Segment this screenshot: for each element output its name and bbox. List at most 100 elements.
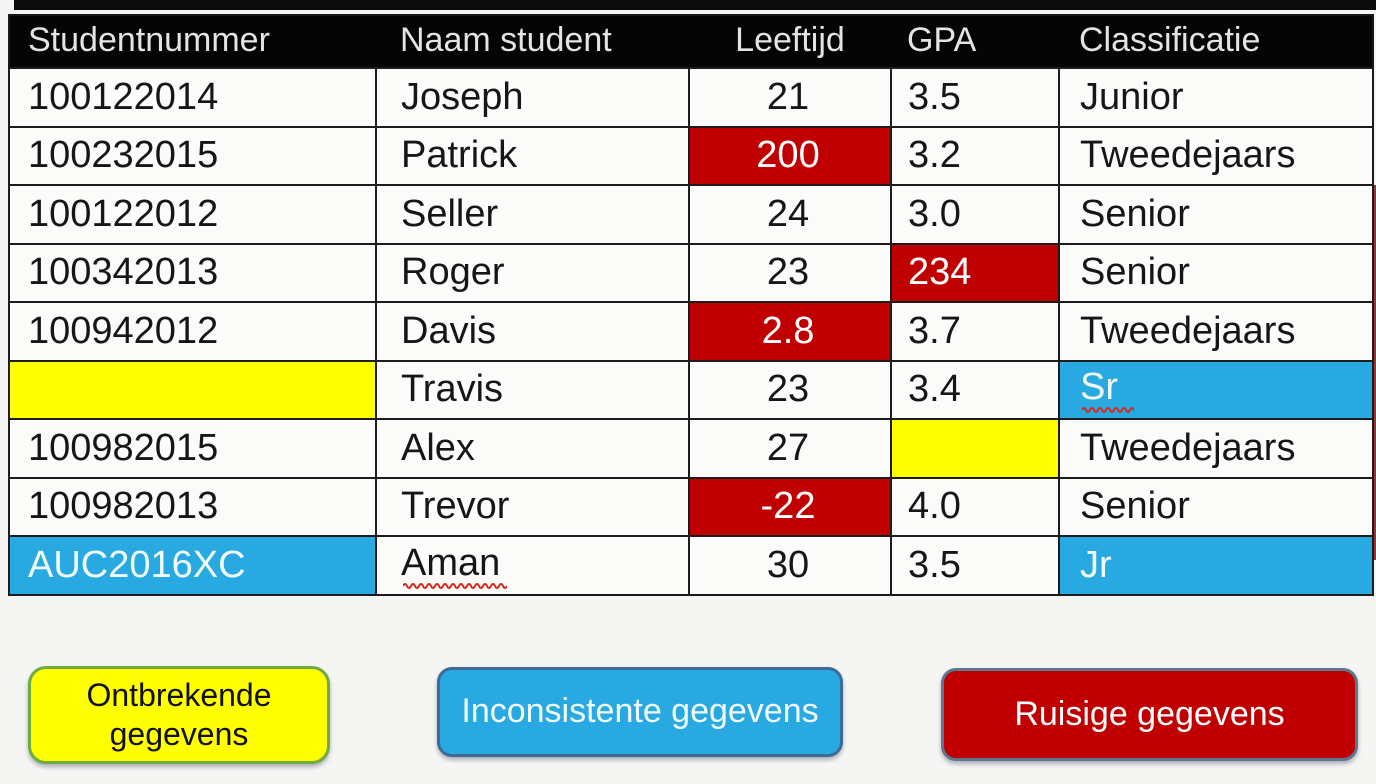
legend-inconsistent-data-button[interactable]: Inconsistente gegevens: [437, 667, 843, 757]
table-body: 100122014 Joseph 21 3.5 Junior 100232015 Patri…: [8, 67, 1374, 596]
legend-noisy-data-label: Ruisige gegevens: [1014, 694, 1285, 733]
cell-leeftijd-noisy: -22: [688, 476, 892, 537]
cell-leeftijd: 23: [688, 242, 892, 303]
cell-text: 24: [766, 192, 810, 235]
cell-text: 3.5: [908, 543, 961, 586]
table-row: 100982013 Trevor -22 4.0 Senior: [8, 476, 1374, 537]
cell-studentnummer-missing: [8, 359, 377, 420]
cell-classificatie: Tweedejaars: [1058, 301, 1374, 362]
table-row: Travis 23 3.4 Sr: [8, 359, 1374, 420]
cell-text: 23: [766, 251, 810, 294]
cell-text: Davis: [401, 309, 497, 352]
cell-text: Sr: [1080, 366, 1118, 409]
cell-text: Senior: [1080, 485, 1190, 528]
legend-noisy-data-button[interactable]: Ruisige gegevens: [941, 668, 1358, 761]
cell-gpa: 3.5: [890, 535, 1060, 596]
cell-text: Tweedejaars: [1080, 426, 1296, 469]
cell-text: 3.7: [908, 309, 961, 352]
cell-text: 23: [766, 368, 810, 411]
cell-classificatie: Senior: [1058, 184, 1374, 245]
cell-studentnummer: 100122012: [8, 184, 377, 245]
cell-text: Travis: [401, 368, 504, 411]
cell-text: 2.8: [761, 309, 815, 352]
cell-leeftijd: 24: [688, 184, 892, 245]
cell-text: 100982013: [28, 485, 219, 528]
legend-missing-data-label: Ontbrekende gegevens: [86, 676, 272, 752]
cell-studentnummer: 100122014: [8, 67, 377, 128]
cell-text: Roger: [401, 251, 505, 294]
cell-text: 27: [766, 426, 810, 469]
cell-classificatie-inconsistent: Jr: [1058, 535, 1374, 596]
cell-studentnummer: 100232015: [8, 125, 377, 186]
cell-studentnummer: 100982015: [8, 418, 377, 479]
table-header-row: Studentnummer Naam student Leeftijd GPA …: [9, 15, 1373, 68]
cell-text: 100122014: [28, 75, 219, 118]
legend-missing-data-button[interactable]: Ontbrekende gegevens: [28, 666, 330, 764]
cell-text: Joseph: [401, 75, 524, 118]
cell-text: Tweedejaars: [1080, 134, 1296, 177]
cell-text: 3.4: [908, 368, 961, 411]
cell-gpa: 3.0: [890, 184, 1060, 245]
cell-text: 100982015: [28, 426, 219, 469]
cell-text: 30: [766, 543, 810, 586]
cell-gpa: 3.7: [890, 301, 1060, 362]
cell-classificatie: Tweedejaars: [1058, 418, 1374, 479]
cell-gpa: 3.5: [890, 67, 1060, 128]
cell-naam-student: Patrick: [375, 125, 690, 186]
cell-gpa: 4.0: [890, 476, 1060, 537]
cell-classificatie: Tweedejaars: [1058, 125, 1374, 186]
column-header-studentnummer: Studentnummer: [9, 15, 376, 68]
cell-text: Seller: [401, 192, 499, 235]
cell-leeftijd-noisy: 2.8: [688, 301, 892, 362]
cell-text: Aman: [401, 541, 501, 584]
cell-leeftijd: 21: [688, 67, 892, 128]
cell-gpa: 3.4: [890, 359, 1060, 420]
cell-studentnummer: 100942012: [8, 301, 377, 362]
screen-top-bar: [14, 0, 1376, 10]
cell-text: Tweedejaars: [1080, 309, 1296, 352]
column-header-gpa: GPA: [891, 15, 1059, 68]
table-row: 100122014 Joseph 21 3.5 Junior: [8, 67, 1374, 128]
legend-inconsistent-data-label: Inconsistente gegevens: [461, 692, 819, 731]
cell-gpa-noisy: 234: [890, 242, 1060, 303]
table-row: 100232015 Patrick 200 3.2 Tweedejaars: [8, 125, 1374, 186]
cell-classificatie: Junior: [1058, 67, 1374, 128]
cell-text: Alex: [401, 426, 475, 469]
cell-leeftijd: 27: [688, 418, 892, 479]
cell-classificatie: Senior: [1058, 476, 1374, 537]
cell-text: 100342013: [28, 251, 219, 294]
cell-naam-student: Davis: [375, 301, 690, 362]
cell-gpa: 3.2: [890, 125, 1060, 186]
cell-leeftijd: 30: [688, 535, 892, 596]
cell-text: 4.0: [908, 485, 961, 528]
cell-naam-student: Alex: [375, 418, 690, 479]
cell-classificatie-inconsistent: Sr: [1058, 359, 1374, 420]
cell-text: 3.2: [908, 134, 961, 177]
cell-naam-student: Aman: [375, 535, 690, 596]
spellcheck-squiggle-icon: [403, 582, 507, 589]
spellcheck-squiggle-icon: [1082, 407, 1134, 414]
cell-classificatie: Senior: [1058, 242, 1374, 303]
cell-text: 100232015: [28, 134, 219, 177]
cell-text: 200: [756, 134, 820, 177]
cell-text: Senior: [1080, 251, 1190, 294]
cell-studentnummer: 100342013: [8, 242, 377, 303]
cell-studentnummer-inconsistent: AUC2016XC: [8, 535, 377, 596]
table-row: AUC2016XC Aman 30 3.5 Jr: [8, 535, 1374, 596]
cell-text: 3.5: [908, 75, 961, 118]
cell-leeftijd-noisy: 200: [688, 125, 892, 186]
cell-text: Trevor: [401, 485, 510, 528]
cell-text: 234: [908, 251, 972, 294]
table-row: 100342013 Roger 23 234 Senior: [8, 242, 1374, 303]
table-header: Studentnummer Naam student Leeftijd GPA …: [9, 15, 1373, 68]
cell-text: Senior: [1080, 192, 1190, 235]
cell-gpa-missing: [890, 418, 1060, 479]
cell-leeftijd: 23: [688, 359, 892, 420]
table-row: 100122012 Seller 24 3.0 Senior: [8, 184, 1374, 245]
cell-text: 100122012: [28, 192, 219, 235]
cell-text: AUC2016XC: [28, 543, 246, 586]
cell-naam-student: Joseph: [375, 67, 690, 128]
cell-text: Jr: [1080, 543, 1112, 586]
column-header-leeftijd: Leeftijd: [689, 15, 891, 68]
table-row: 100982015 Alex 27 Tweedejaars: [8, 418, 1374, 479]
